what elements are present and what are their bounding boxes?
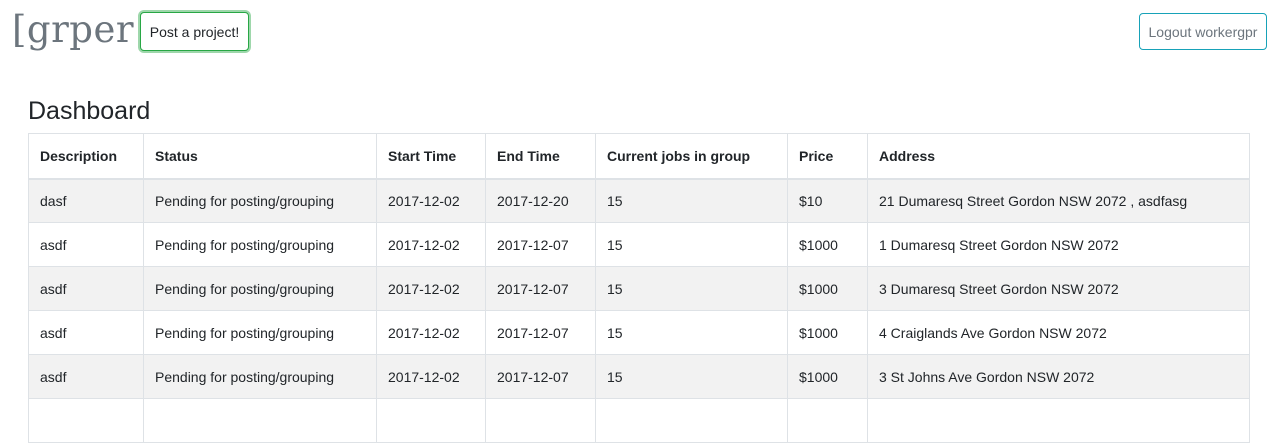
- cell-address: [867, 398, 1250, 443]
- cell-description: asdf: [28, 310, 144, 355]
- cell-status: Pending for posting/grouping: [143, 354, 377, 399]
- cell-start-time: [376, 398, 486, 443]
- cell-price: $1000: [787, 266, 868, 311]
- column-header-price: Price: [787, 133, 868, 180]
- cell-end-time: 2017-12-07: [485, 354, 596, 399]
- cell-end-time: 2017-12-07: [485, 222, 596, 267]
- cell-current-jobs: 15: [595, 222, 788, 267]
- table-row[interactable]: asdf Pending for posting/grouping 2017-1…: [28, 310, 1250, 355]
- cell-start-time: 2017-12-02: [376, 178, 486, 223]
- cell-end-time: [485, 398, 596, 443]
- cell-end-time: 2017-12-20: [485, 178, 596, 223]
- cell-description: asdf: [28, 354, 144, 399]
- column-header-status: Status: [143, 133, 377, 180]
- column-header-start-time: Start Time: [376, 133, 486, 180]
- cell-address: 3 St Johns Ave Gordon NSW 2072: [867, 354, 1250, 399]
- cell-price: $1000: [787, 310, 868, 355]
- cell-end-time: 2017-12-07: [485, 266, 596, 311]
- cell-start-time: 2017-12-02: [376, 222, 486, 267]
- table-header-row: Description Status Start Time End Time C…: [28, 133, 1250, 180]
- cell-current-jobs: 15: [595, 266, 788, 311]
- cell-start-time: 2017-12-02: [376, 354, 486, 399]
- table-row[interactable]: asdf Pending for posting/grouping 2017-1…: [28, 354, 1250, 399]
- cell-status: Pending for posting/grouping: [143, 266, 377, 311]
- cell-price: $1000: [787, 222, 868, 267]
- cell-description: dasf: [28, 178, 144, 223]
- cell-end-time: 2017-12-07: [485, 310, 596, 355]
- cell-start-time: 2017-12-02: [376, 266, 486, 311]
- navbar: [grper Post a project! Logout workergpr: [0, 0, 1281, 70]
- cell-description: [28, 398, 144, 443]
- column-header-end-time: End Time: [485, 133, 596, 180]
- cell-address: 3 Dumaresq Street Gordon NSW 2072: [867, 266, 1250, 311]
- logout-button[interactable]: Logout workergpr: [1139, 13, 1267, 50]
- brand-logo[interactable]: [grper: [12, 8, 135, 51]
- page-title: Dashboard: [28, 97, 151, 125]
- projects-table: Description Status Start Time End Time C…: [28, 133, 1250, 443]
- projects-table-container: Description Status Start Time End Time C…: [28, 133, 1250, 443]
- cell-price: $10: [787, 178, 868, 223]
- cell-address: 1 Dumaresq Street Gordon NSW 2072: [867, 222, 1250, 267]
- cell-start-time: 2017-12-02: [376, 310, 486, 355]
- cell-description: asdf: [28, 222, 144, 267]
- cell-description: asdf: [28, 266, 144, 311]
- table-row[interactable]: asdf Pending for posting/grouping 2017-1…: [28, 266, 1250, 311]
- column-header-current-jobs: Current jobs in group: [595, 133, 788, 180]
- cell-status: [143, 398, 377, 443]
- post-project-button[interactable]: Post a project!: [140, 12, 249, 51]
- column-header-description: Description: [28, 133, 144, 180]
- cell-current-jobs: 15: [595, 178, 788, 223]
- cell-price: [787, 398, 868, 443]
- cell-status: Pending for posting/grouping: [143, 222, 377, 267]
- cell-address: 21 Dumaresq Street Gordon NSW 2072 , asd…: [867, 178, 1250, 223]
- cell-status: Pending for posting/grouping: [143, 310, 377, 355]
- cell-status: Pending for posting/grouping: [143, 178, 377, 223]
- table-row[interactable]: asdf Pending for posting/grouping 2017-1…: [28, 222, 1250, 267]
- cell-current-jobs: 15: [595, 310, 788, 355]
- table-row[interactable]: [28, 398, 1250, 443]
- table-row[interactable]: dasf Pending for posting/grouping 2017-1…: [28, 178, 1250, 223]
- cell-current-jobs: 15: [595, 354, 788, 399]
- cell-price: $1000: [787, 354, 868, 399]
- cell-address: 4 Craiglands Ave Gordon NSW 2072: [867, 310, 1250, 355]
- column-header-address: Address: [867, 133, 1250, 180]
- cell-current-jobs: [595, 398, 788, 443]
